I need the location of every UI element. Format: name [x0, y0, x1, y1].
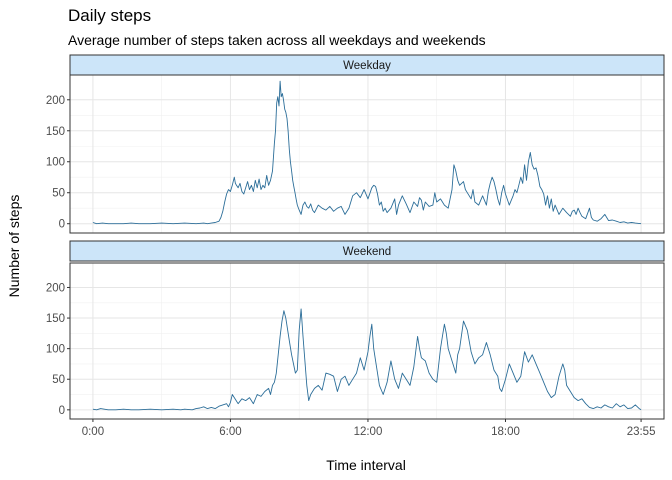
panel-border	[69, 74, 665, 234]
y-tick-label: 50	[52, 374, 65, 386]
x-tick-label: 12:00	[354, 426, 383, 438]
x-tick-label: 6:00	[219, 426, 241, 438]
y-tick-label: 200	[46, 282, 65, 294]
panel-border	[69, 262, 665, 420]
y-tick-label: 0	[59, 219, 65, 231]
facet-strip-label: Weekday	[343, 60, 391, 72]
y-tick-label: 50	[52, 188, 65, 200]
x-tick-label: 23:55	[627, 426, 656, 438]
y-axis-label: Number of steps	[6, 195, 22, 298]
y-tick-label: 0	[59, 405, 65, 417]
y-tick-label: 150	[46, 313, 65, 325]
chart-title: Daily steps	[68, 6, 152, 25]
facet-strip	[69, 240, 665, 262]
series-line-weekend	[92, 308, 642, 411]
y-tick-label: 100	[46, 344, 65, 356]
y-tick-label: 150	[46, 126, 65, 138]
panel-weekday: Weekday 0 50 100 150 200	[46, 54, 665, 234]
panel-weekend: Weekend 0 50 100 150 200 0:00 6:00 12:00 18:00 23:…	[46, 240, 665, 438]
series-line-weekday	[92, 80, 642, 225]
x-tick-label: 18:00	[491, 426, 520, 438]
x-tick-label: 0:00	[82, 426, 104, 438]
facet-strip-label: Weekend	[343, 246, 391, 258]
chart-subtitle: Average number of steps taken across all…	[68, 32, 486, 48]
y-tick-label: 100	[46, 157, 65, 169]
y-tick-label: 200	[46, 95, 65, 107]
x-axis-label: Time interval	[326, 457, 406, 473]
